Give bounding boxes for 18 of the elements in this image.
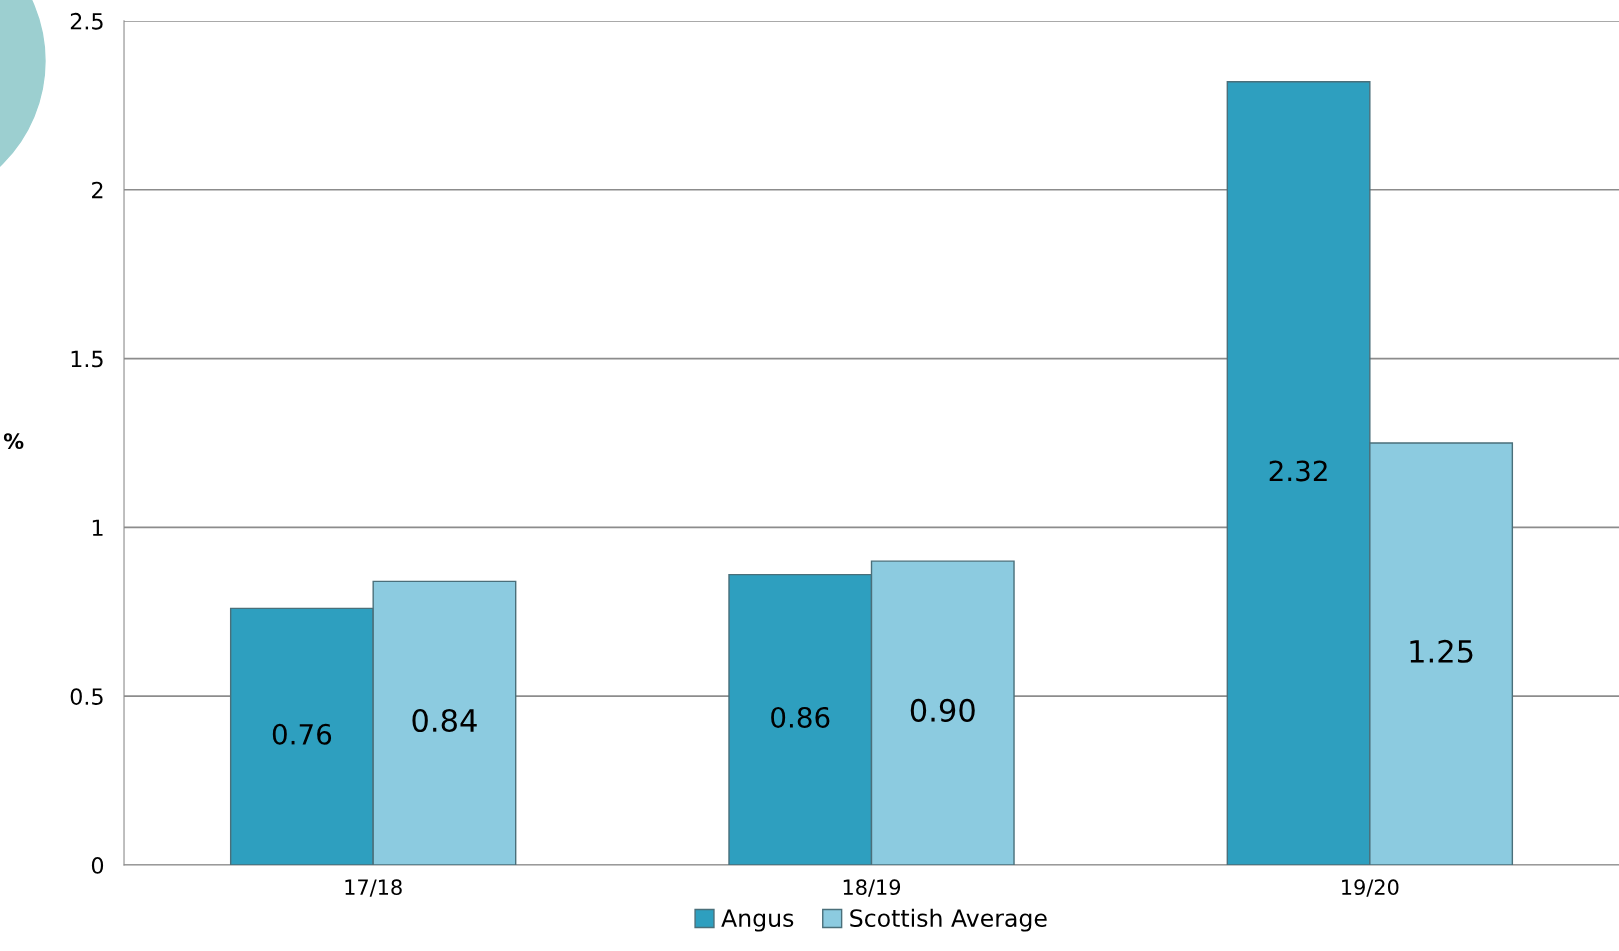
legend-label: Angus: [721, 909, 794, 932]
data-label: 2.32: [1269, 460, 1327, 482]
x-tick-label: 18/19: [843, 879, 901, 897]
data-label: 0.84: [412, 708, 477, 733]
y-tick-label: 0: [91, 856, 104, 874]
data-label: 0.90: [910, 698, 975, 722]
legend-label: Scottish Average: [850, 908, 1047, 932]
data-label: 0.86: [771, 706, 830, 728]
y-axis-title: %: [3, 433, 24, 450]
data-label: 0.76: [272, 723, 332, 745]
y-tick-label: 1.5: [71, 350, 103, 368]
y-tick-label: 0.5: [70, 688, 103, 705]
x-tick-label: 19/20: [1342, 879, 1399, 897]
y-tick-label: 1: [92, 519, 103, 536]
x-tick-label: 17/18: [345, 879, 402, 897]
y-tick-label: 2.5: [70, 12, 103, 30]
data-label: 1.25: [1410, 639, 1473, 663]
y-tick-label: 2: [92, 181, 103, 199]
